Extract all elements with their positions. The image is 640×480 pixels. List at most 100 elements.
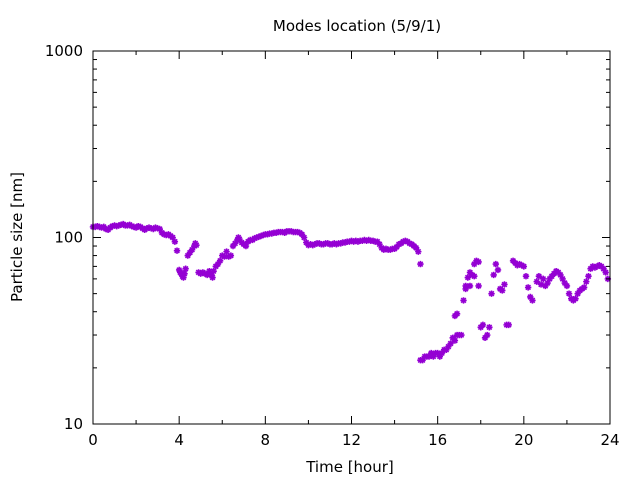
data-point xyxy=(400,238,407,245)
data-point xyxy=(544,279,551,287)
data-point xyxy=(307,241,314,248)
data-points xyxy=(89,220,612,364)
data-point xyxy=(542,282,549,290)
data-point xyxy=(438,349,446,357)
data-point xyxy=(524,284,532,291)
data-point xyxy=(505,321,512,329)
data-point xyxy=(225,253,232,260)
data-point xyxy=(445,343,452,350)
data-point xyxy=(486,324,493,331)
data-point xyxy=(580,284,588,291)
data-point xyxy=(209,274,216,281)
data-point xyxy=(559,275,566,283)
data-point xyxy=(602,269,609,276)
x-tick-label: 8 xyxy=(261,431,271,449)
x-axis: 0 4 8 12 16 20 24 xyxy=(88,51,620,449)
data-point xyxy=(203,271,211,279)
data-point xyxy=(341,239,349,246)
data-point xyxy=(395,241,403,248)
data-point xyxy=(529,297,536,304)
data-point xyxy=(234,236,241,244)
x-tick-label: 4 xyxy=(174,431,184,449)
data-point xyxy=(231,240,239,247)
data-point xyxy=(535,273,543,280)
data-point xyxy=(412,244,420,252)
data-point xyxy=(406,240,413,247)
data-point xyxy=(458,331,465,339)
chart-title: Modes location (5/9/1) xyxy=(273,17,441,35)
data-point xyxy=(374,238,381,245)
data-point xyxy=(227,252,235,259)
data-point xyxy=(475,282,482,290)
data-point xyxy=(583,278,590,285)
data-point xyxy=(574,290,581,297)
data-point xyxy=(428,349,435,357)
data-point xyxy=(315,240,323,247)
x-axis-label: Time [hour] xyxy=(305,458,394,476)
data-point xyxy=(178,270,185,277)
data-point xyxy=(346,238,353,245)
data-point xyxy=(300,234,308,241)
data-point xyxy=(382,245,390,252)
data-point xyxy=(488,290,495,297)
y-tick-label: 100 xyxy=(54,229,83,247)
data-point xyxy=(333,241,340,248)
data-point xyxy=(380,246,388,253)
data-point xyxy=(484,331,491,339)
data-point xyxy=(466,282,474,290)
x-tick-label: 24 xyxy=(600,431,619,449)
data-point xyxy=(223,248,230,255)
data-point xyxy=(600,265,607,272)
data-point xyxy=(419,356,426,364)
data-point xyxy=(184,252,191,259)
x-tick-label: 12 xyxy=(342,431,361,449)
data-point xyxy=(309,241,316,249)
data-point xyxy=(216,257,224,265)
data-point xyxy=(443,346,450,353)
y-tick-label: 1000 xyxy=(45,42,83,60)
data-point xyxy=(214,260,222,268)
data-point xyxy=(221,253,228,260)
x-tick-label: 0 xyxy=(88,431,98,449)
data-point xyxy=(359,237,366,245)
data-point xyxy=(354,238,362,245)
data-point xyxy=(229,242,237,250)
data-point xyxy=(471,260,478,268)
data-point xyxy=(481,334,489,341)
data-point xyxy=(363,237,370,245)
data-point xyxy=(415,248,422,255)
data-point xyxy=(555,269,562,276)
data-point xyxy=(387,246,394,253)
data-point xyxy=(451,337,459,344)
data-point xyxy=(242,242,250,250)
data-point xyxy=(361,236,368,244)
data-point xyxy=(490,271,497,279)
data-point xyxy=(376,241,383,248)
data-point xyxy=(350,238,357,245)
data-point xyxy=(494,266,502,274)
data-point xyxy=(447,340,454,347)
data-point xyxy=(210,267,217,275)
data-point xyxy=(219,252,226,259)
data-point xyxy=(425,353,433,360)
data-point xyxy=(537,281,545,288)
data-point xyxy=(471,273,478,280)
data-point xyxy=(563,282,571,290)
data-point xyxy=(460,297,467,304)
data-point xyxy=(181,270,188,277)
data-point xyxy=(191,242,198,250)
data-point xyxy=(365,236,372,244)
data-point xyxy=(540,275,547,283)
data-point xyxy=(311,241,319,248)
data-point xyxy=(466,269,474,276)
x-tick-label: 20 xyxy=(514,431,533,449)
data-point xyxy=(175,266,183,274)
data-point xyxy=(173,247,181,254)
data-point xyxy=(434,349,441,357)
data-point xyxy=(186,249,194,256)
data-point xyxy=(156,225,163,233)
y-axis-label: Particle size [nm] xyxy=(8,172,26,302)
y-axis: 10 100 1000 xyxy=(45,42,610,433)
data-point xyxy=(182,265,189,272)
